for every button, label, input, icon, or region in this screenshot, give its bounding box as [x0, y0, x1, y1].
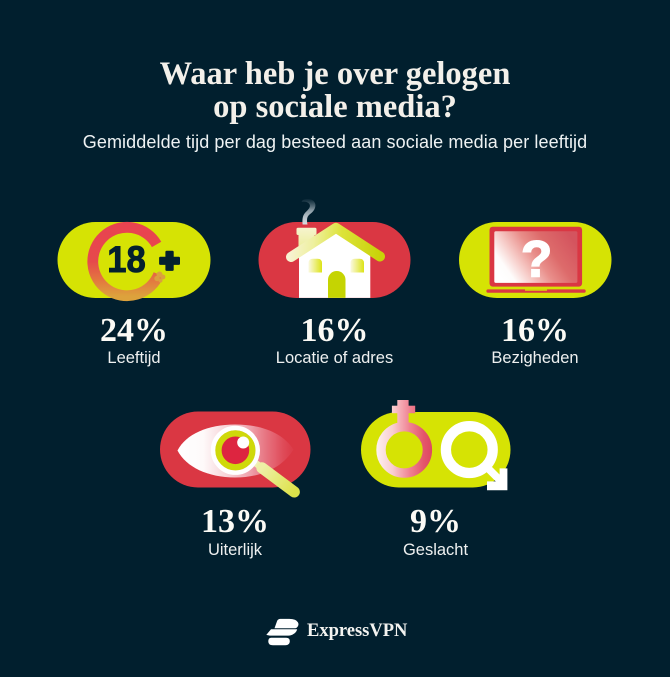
svg-text:18: 18 — [107, 239, 146, 280]
svg-text:?: ? — [521, 230, 552, 287]
